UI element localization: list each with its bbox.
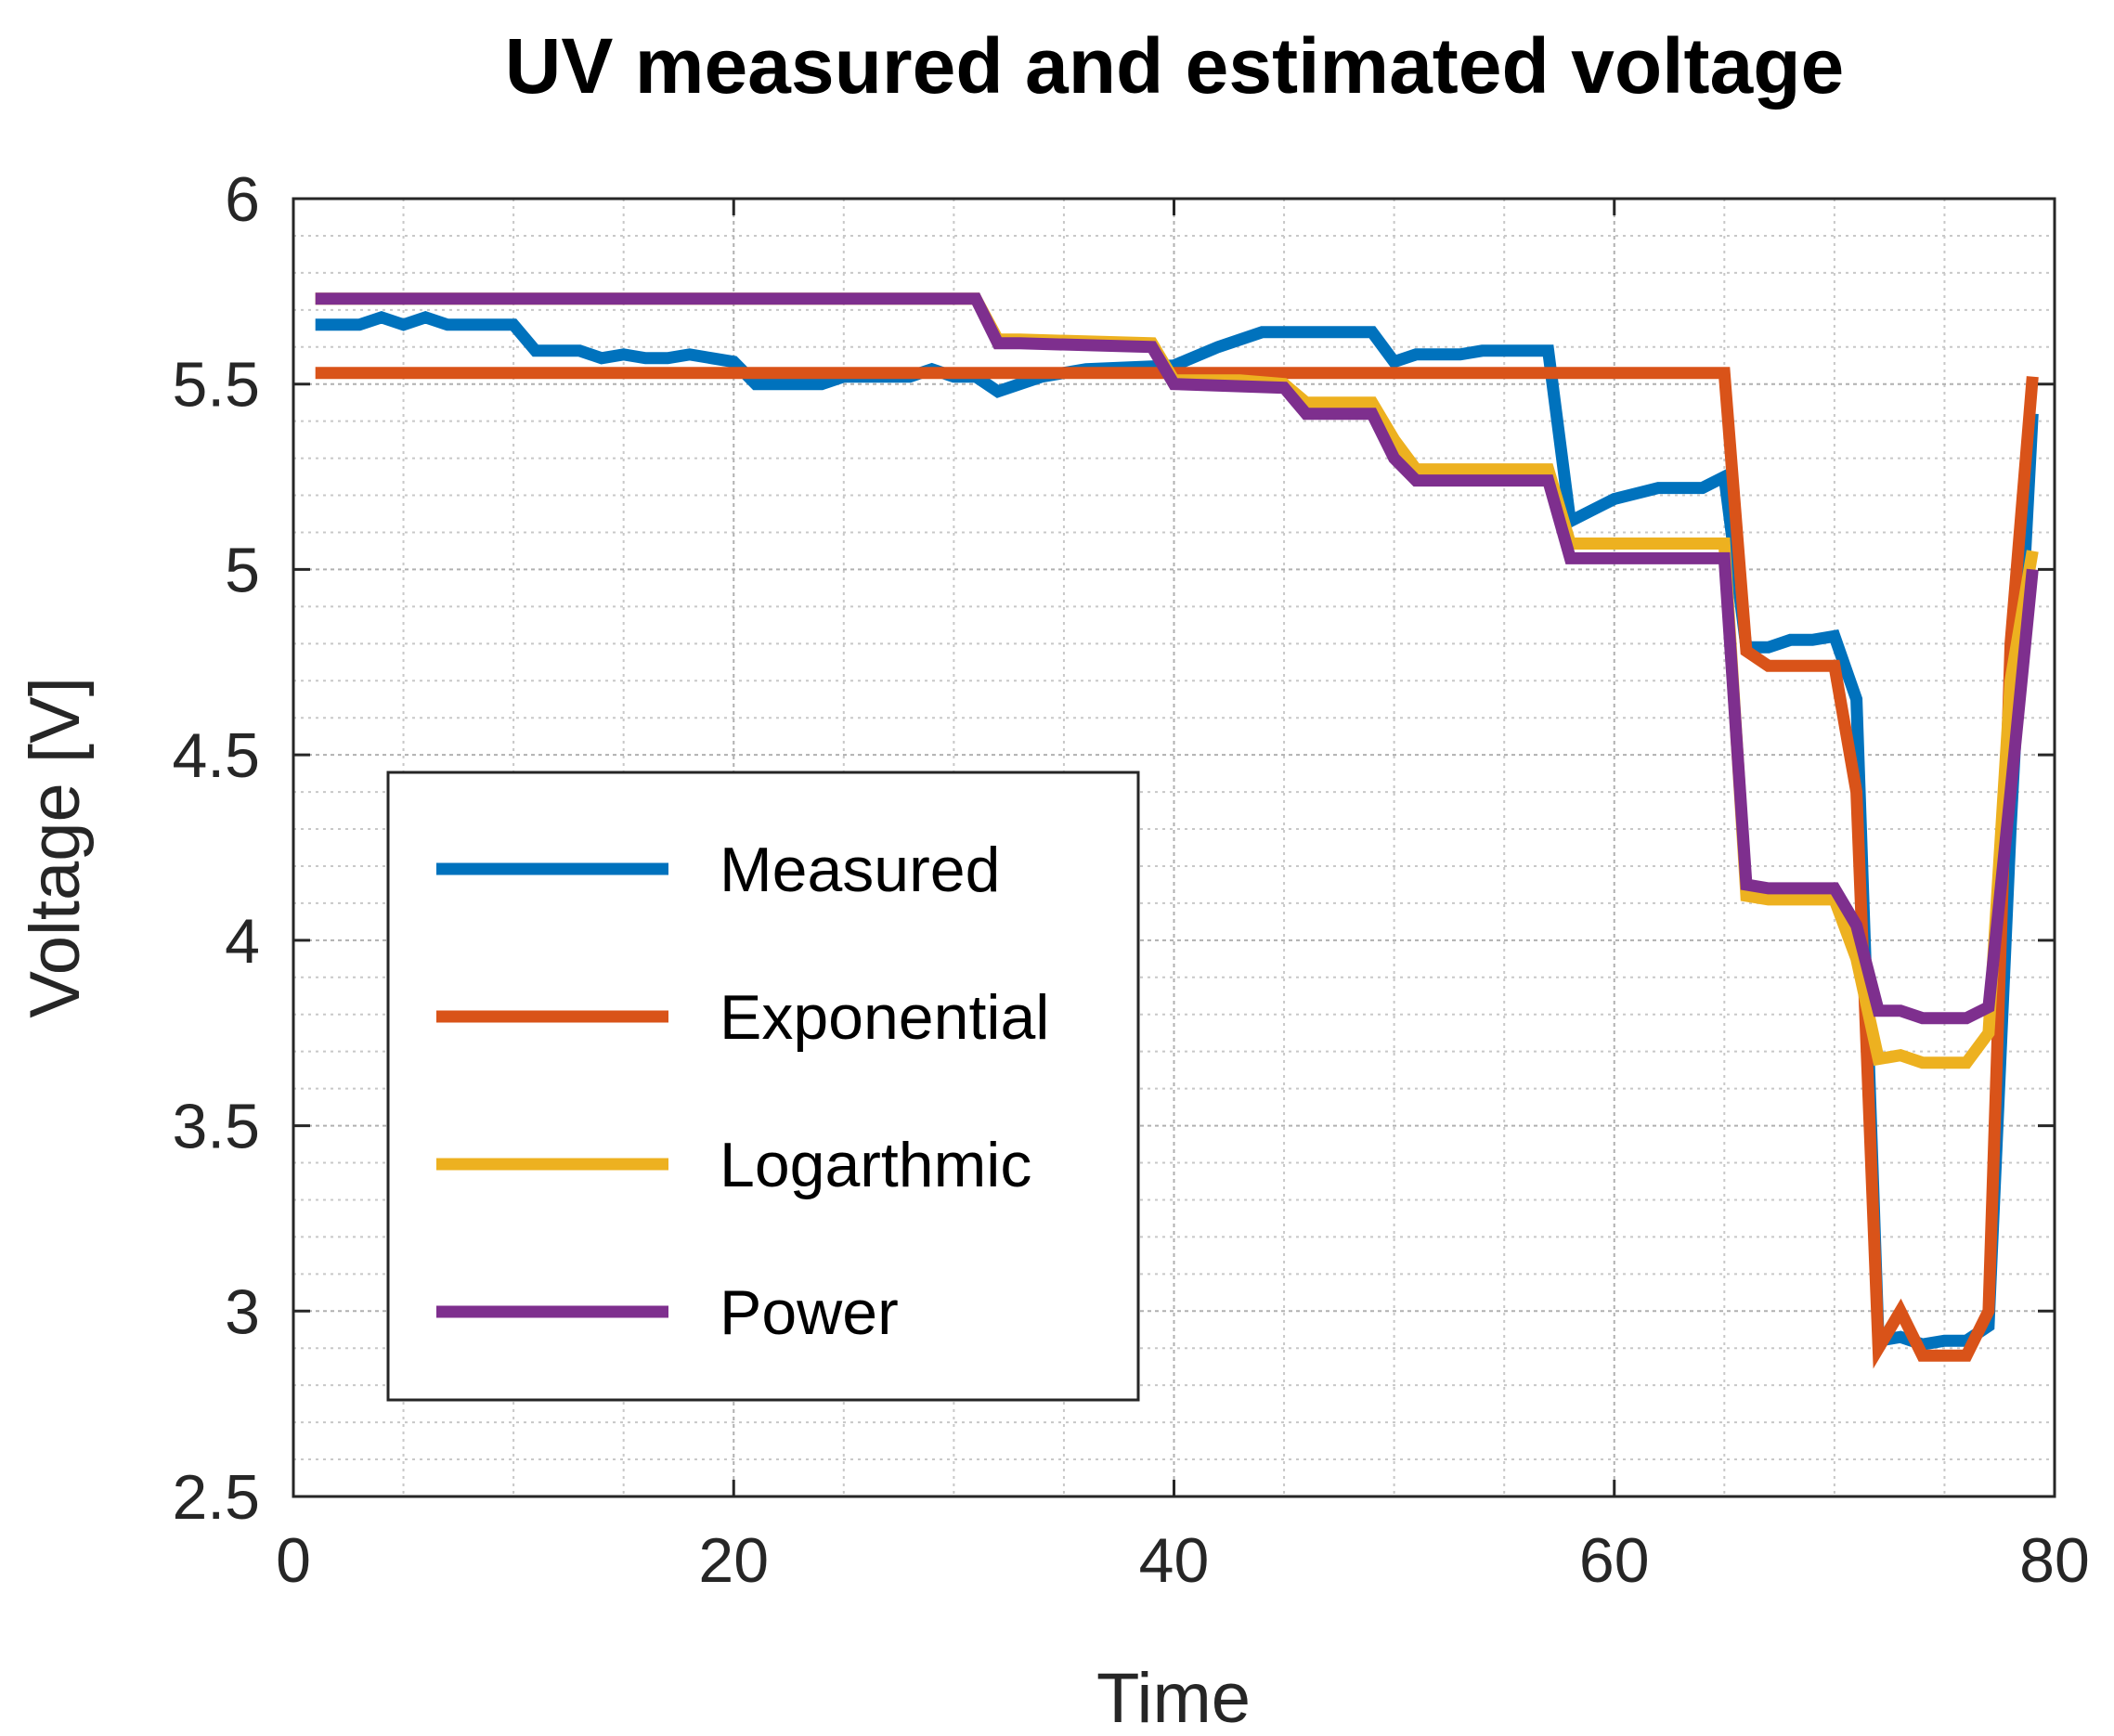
legend-items: Measured Exponential Logarthmic Power xyxy=(436,835,1049,1348)
x-tick-label: 80 xyxy=(2019,1525,2090,1596)
y-tick-label: 5.5 xyxy=(172,350,260,421)
legend-label-logarthmic: Logarthmic xyxy=(720,1130,1031,1200)
x-tick-label: 40 xyxy=(1139,1525,1210,1596)
series-line-measured xyxy=(315,310,2039,1351)
legend: Measured Exponential Logarthmic Power xyxy=(386,771,1140,1402)
legend-label-measured: Measured xyxy=(720,835,1000,905)
legend-box xyxy=(386,771,1140,1402)
y-tick-label: 4 xyxy=(225,906,260,977)
y-tick-label: 5 xyxy=(225,535,260,605)
y-axis-label: Voltage [V] xyxy=(16,677,95,1018)
series-line-exponential xyxy=(315,367,2039,1369)
legend-label-power: Power xyxy=(720,1277,899,1348)
y-tick-label: 3 xyxy=(225,1276,260,1347)
chart-title: UV measured and estimated voltage xyxy=(505,22,1844,110)
series-group xyxy=(315,292,2039,1369)
x-tick-label: 0 xyxy=(276,1525,311,1596)
axis-ticks: 0 20 40 60 80 2.5 3 3.5 4 4.5 5 5.5 6 xyxy=(172,164,2089,1596)
y-tick-label: 2.5 xyxy=(172,1462,260,1533)
x-axis-label: Time xyxy=(1096,1659,1251,1736)
legend-label-exponential: Exponential xyxy=(720,982,1049,1053)
x-tick-label: 60 xyxy=(1579,1525,1650,1596)
series-line-power xyxy=(315,292,2039,1025)
y-tick-label: 3.5 xyxy=(172,1092,260,1162)
x-tick-label: 20 xyxy=(698,1525,769,1596)
y-tick-label: 4.5 xyxy=(172,720,260,791)
y-tick-label: 6 xyxy=(225,164,260,235)
